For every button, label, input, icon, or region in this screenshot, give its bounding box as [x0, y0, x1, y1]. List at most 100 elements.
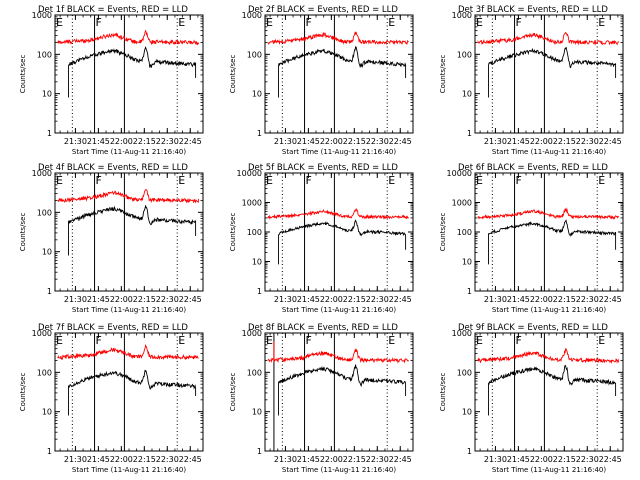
y-tick-label: 1000	[242, 11, 262, 20]
interval-marker-label: F	[96, 174, 102, 187]
interval-marker-label: E	[178, 174, 185, 187]
x-tick-label: 21:45	[87, 137, 110, 146]
y-axis-label: Counts/sec	[19, 55, 27, 94]
lld-series-line	[477, 348, 620, 365]
interval-marker-label: E	[598, 174, 605, 187]
x-tick-label: 21:30	[64, 295, 87, 304]
events-series-line	[278, 219, 407, 265]
x-tick-label: 21:45	[297, 455, 320, 464]
y-tick-label: 1	[47, 447, 52, 456]
x-tick-label: 22:15	[133, 137, 156, 146]
interval-marker-label: E	[598, 16, 605, 29]
x-tick-label: 22:30	[366, 295, 389, 304]
interval-marker-label: E	[266, 16, 273, 29]
lld-series-line	[57, 344, 199, 361]
x-tick-label: 22:15	[343, 295, 366, 304]
x-tick-label: 22:00	[110, 137, 133, 146]
detector-plot: Det 5f BLACK = Events, RED = LLD 1 10 100 10…	[229, 163, 414, 314]
x-axis-label: Start Time (11-Aug-11 21:16:40)	[72, 148, 186, 156]
x-tick-label: 21:30	[484, 137, 507, 146]
y-tick-label: 100	[37, 368, 52, 377]
y-tick-label: 1000	[452, 11, 472, 20]
interval-marker-label: F	[96, 334, 102, 347]
x-tick-label: 22:45	[599, 137, 622, 146]
events-series-line	[68, 369, 197, 416]
y-tick-label: 10	[42, 248, 52, 257]
x-axis-label: Start Time (11-Aug-11 21:16:40)	[492, 148, 606, 156]
interval-marker-label: E	[56, 174, 63, 187]
interval-marker-label: E	[178, 16, 185, 29]
x-tick-label: 22:30	[156, 295, 179, 304]
y-tick-label: 1000	[452, 199, 472, 208]
interval-marker-label: E	[178, 334, 185, 347]
x-tick-label: 21:30	[484, 295, 507, 304]
interval-marker-label: F	[306, 16, 312, 29]
interval-marker-label: E	[56, 334, 63, 347]
y-tick-label: 1000	[242, 199, 262, 208]
y-tick-label: 10	[252, 258, 262, 267]
plot-title: Det 1f BLACK = Events, RED = LLD	[38, 5, 188, 15]
x-tick-label: 21:30	[64, 137, 87, 146]
events-series-line	[68, 205, 197, 256]
y-tick-label: 1000	[32, 11, 52, 20]
y-tick-label: 10	[252, 90, 262, 99]
y-tick-label: 100	[247, 228, 262, 237]
interval-marker-label: F	[516, 334, 522, 347]
interval-marker-label: E	[388, 174, 395, 187]
events-series-line	[488, 46, 617, 98]
lld-series-line	[477, 207, 620, 220]
y-tick-label: 10	[42, 90, 52, 99]
interval-marker-label: E	[476, 334, 483, 347]
x-tick-label: 22:00	[320, 295, 343, 304]
interval-marker-label: E	[388, 334, 395, 347]
x-tick-label: 22:30	[576, 455, 599, 464]
y-tick-label: 10	[462, 90, 472, 99]
interval-marker-label: F	[306, 174, 312, 187]
x-axis-label: Start Time (11-Aug-11 21:16:40)	[72, 306, 186, 314]
x-tick-label: 22:15	[343, 137, 366, 146]
y-tick-label: 10000	[447, 169, 472, 178]
plot-title: Det 6f BLACK = Events, RED = LLD	[458, 163, 608, 173]
x-tick-label: 22:30	[576, 137, 599, 146]
y-tick-label: 1	[257, 287, 262, 296]
detector-plot: Det 6f BLACK = Events, RED = LLD 1 10 100 10…	[439, 163, 624, 314]
x-axis-label: Start Time (11-Aug-11 21:16:40)	[492, 306, 606, 314]
x-tick-label: 22:15	[553, 455, 576, 464]
y-tick-label: 100	[457, 368, 472, 377]
y-tick-label: 10000	[237, 169, 262, 178]
y-tick-label: 100	[37, 208, 52, 217]
y-tick-label: 1000	[32, 169, 52, 178]
interval-marker-label: E	[266, 174, 273, 187]
x-tick-label: 22:00	[320, 137, 343, 146]
x-tick-label: 22:45	[389, 137, 412, 146]
y-tick-label: 1	[257, 447, 262, 456]
x-tick-label: 21:30	[484, 455, 507, 464]
x-tick-label: 22:15	[553, 137, 576, 146]
x-tick-label: 22:00	[110, 455, 133, 464]
interval-marker-label: E	[388, 16, 395, 29]
x-tick-label: 22:45	[179, 137, 202, 146]
interval-marker-label: E	[56, 16, 63, 29]
detector-plot: Det 4f BLACK = Events, RED = LLD 1 10 100 10…	[19, 163, 204, 314]
plot-frame	[264, 332, 414, 452]
y-axis-label: Counts/sec	[439, 213, 447, 252]
y-axis-label: Counts/sec	[439, 55, 447, 94]
y-tick-label: 1	[467, 447, 472, 456]
events-series-line	[68, 45, 197, 98]
detector-plot: Det 3f BLACK = Events, RED = LLD 1 10 100 10…	[439, 5, 624, 156]
y-tick-label: 10	[462, 258, 472, 267]
x-tick-label: 22:45	[599, 455, 622, 464]
detector-plot: Det 8f BLACK = Events, RED = LLD 1 10 100 10…	[229, 323, 414, 474]
lld-series-line	[267, 207, 410, 220]
interval-marker-label: E	[476, 16, 483, 29]
x-tick-label: 22:30	[366, 455, 389, 464]
y-tick-label: 10	[462, 408, 472, 417]
x-axis-label: Start Time (11-Aug-11 21:16:40)	[282, 306, 396, 314]
y-tick-label: 100	[457, 228, 472, 237]
interval-marker-label: E	[598, 334, 605, 347]
y-tick-label: 10	[252, 408, 262, 417]
y-tick-label: 100	[457, 50, 472, 59]
interval-marker-label: E	[476, 174, 483, 187]
x-tick-label: 21:45	[87, 455, 110, 464]
interval-marker-label: F	[306, 334, 312, 347]
